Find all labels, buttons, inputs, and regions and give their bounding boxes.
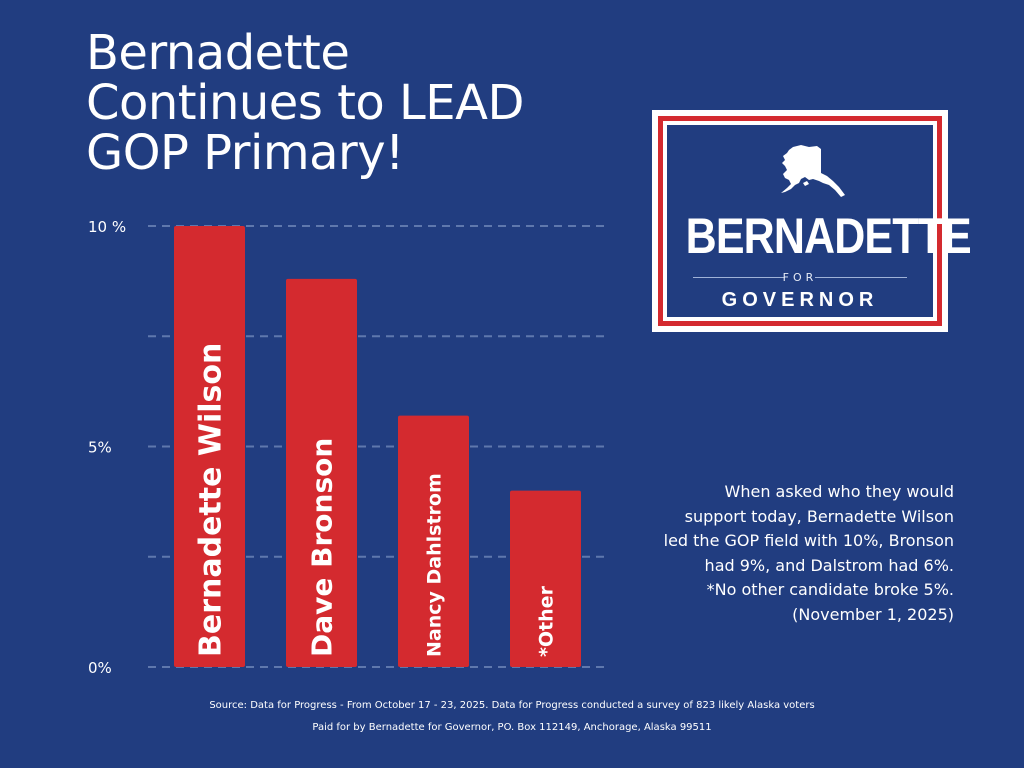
y-tick-label-1: 5%: [88, 439, 112, 457]
bar-label-3: *Other: [535, 585, 557, 657]
bar-label-0: Bernadette Wilson: [193, 343, 228, 657]
logo-name: BERNADETTE: [685, 208, 972, 264]
bar-label-2: Nancy Dahlstrom: [423, 473, 445, 657]
poll-footnote: *No other candidate broke 5%. (November …: [706, 580, 954, 624]
logo-for: FOR: [782, 271, 818, 284]
campaign-logo: BERNADETTE FOR GOVERNOR: [652, 110, 972, 332]
headline: Bernadette Continues to LEAD GOP Primary…: [86, 28, 524, 178]
paid-for-disclaimer: Paid for by Bernadette for Governor, PO.…: [312, 722, 712, 733]
bar-1: [286, 278, 357, 667]
alaska-state-icon: [781, 145, 845, 197]
headline-line-2: Continues to LEAD: [86, 75, 524, 131]
poll-bar-chart: 10 % 5% 0% Bernadette Wilson Dave Bronson Na…: [88, 218, 610, 677]
logo-divider-left: [693, 277, 785, 278]
bar-2: [398, 415, 469, 667]
source-citation: Source: Data for Progress - From October…: [209, 700, 815, 711]
headline-line-1: Bernadette: [86, 25, 350, 81]
logo-office: GOVERNOR: [721, 289, 879, 311]
y-tick-label-2: 0%: [88, 659, 112, 677]
bar-0: [174, 226, 245, 667]
logo-for-row: FOR: [693, 271, 907, 285]
logo-divider-right: [815, 277, 907, 278]
poll-summary-text: When asked who they would support today,…: [663, 482, 954, 575]
bar-3: [510, 490, 581, 667]
headline-line-3: GOP Primary!: [86, 125, 404, 181]
bar-label-1: Dave Bronson: [306, 438, 339, 657]
y-tick-label-0: 10 %: [88, 218, 126, 236]
poll-summary: When asked who they would support today,…: [660, 480, 954, 627]
